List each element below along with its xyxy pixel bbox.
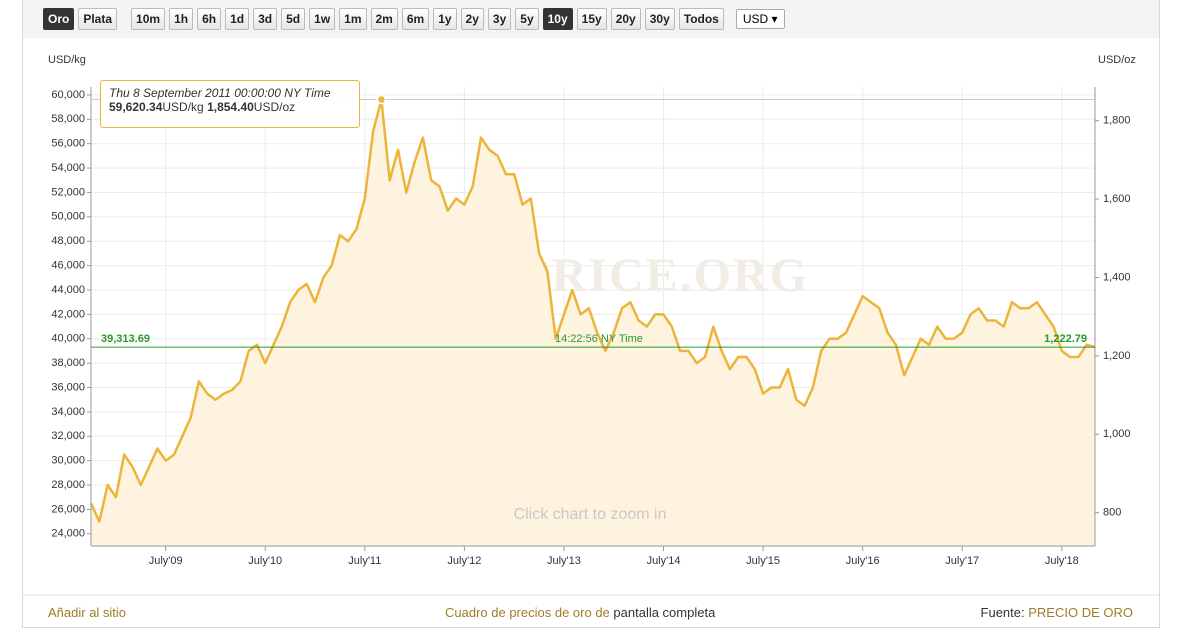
x-tick-label: July'17 xyxy=(945,555,979,567)
fullscreen-text: pantalla completa xyxy=(613,605,716,620)
y2-tick-label: 1,400 xyxy=(1103,271,1131,283)
x-tick-label: July'16 xyxy=(846,555,880,567)
tooltip-kg-unit: USD/kg xyxy=(162,100,204,114)
y-tick-label: 26,000 xyxy=(51,503,85,515)
y-tick-label: 34,000 xyxy=(51,406,85,418)
range-button[interactable]: 2m xyxy=(370,8,398,30)
y-tick-label: 40,000 xyxy=(51,333,85,345)
y-tick-label: 32,000 xyxy=(51,430,85,442)
x-tick-label: July'09 xyxy=(149,555,183,567)
range-button[interactable]: 1y xyxy=(433,8,457,30)
source-label: Fuente: xyxy=(980,605,1025,620)
y-tick-label: 50,000 xyxy=(51,211,85,223)
tooltip: Thu 8 September 2011 00:00:00 NY Time 59… xyxy=(100,80,360,128)
y-tick-label: 30,000 xyxy=(51,455,85,467)
range-button[interactable]: 1m xyxy=(339,8,367,30)
y-tick-label: 38,000 xyxy=(51,357,85,369)
current-time: 14:22:56 NY Time xyxy=(555,333,643,345)
toolbar: Oro Plata 10m 1h 6h 1d 3d 5d 1w 1m 2m 6m 1y 2y 3y 5y 10y… xyxy=(23,0,1159,38)
widget-frame xyxy=(22,0,1160,628)
chart[interactable]: USD/kg USD/oz 24,000 26,000 28,000 30,000 32… xyxy=(0,0,1192,596)
y-tick-label: 28,000 xyxy=(51,479,85,491)
y-tick-label: 56,000 xyxy=(51,138,85,150)
range-button[interactable]: 20y xyxy=(610,8,641,30)
range-button[interactable]: 10m xyxy=(131,8,166,30)
tooltip-values: 59,620.34USD/kg 1,854.40USD/oz xyxy=(109,100,351,114)
range-button[interactable]: 2y xyxy=(460,8,484,30)
source-link[interactable]: PRECIO DE ORO xyxy=(1028,605,1133,620)
y-axis-unit: USD/kg xyxy=(48,54,86,66)
range-button[interactable]: 15y xyxy=(576,8,607,30)
x-tick-label: July'13 xyxy=(547,555,581,567)
range-button[interactable]: 30y xyxy=(644,8,675,30)
range-button[interactable]: 6m xyxy=(401,8,430,30)
fullscreen: Cuadro de precios de oro de pantalla com… xyxy=(445,605,715,620)
metal-button[interactable]: Plata xyxy=(78,8,118,30)
y-tick-label: 52,000 xyxy=(51,186,85,198)
source: Fuente: PRECIO DE ORO xyxy=(981,605,1133,620)
range-button[interactable]: 6h xyxy=(197,8,222,30)
y-tick-label: 46,000 xyxy=(51,260,85,272)
line xyxy=(89,98,1096,523)
hover-point xyxy=(376,94,387,105)
x-tick-label: July'12 xyxy=(447,555,481,567)
range-button[interactable]: 5d xyxy=(281,8,306,30)
range-button[interactable]: 1w xyxy=(309,8,336,30)
y2-tick-label: 1,200 xyxy=(1103,350,1131,362)
y-tick-label: 44,000 xyxy=(51,284,85,296)
y2-axis-unit: USD/oz xyxy=(1098,54,1136,66)
x-tick-label: July'14 xyxy=(647,555,681,567)
range-button[interactable]: 10y xyxy=(542,8,573,30)
dropdown-arrow: ▾ xyxy=(768,12,778,26)
currency-value: USD xyxy=(742,12,769,26)
metal-button[interactable]: Oro xyxy=(43,8,75,30)
range-button[interactable]: 1d xyxy=(225,8,250,30)
y-tick-label: 58,000 xyxy=(51,113,85,125)
range-button[interactable]: Todos xyxy=(678,8,724,30)
x-tick-label: July'11 xyxy=(348,555,381,567)
currency-select[interactable]: USD ▾ xyxy=(735,9,785,29)
y2-tick-label: 1,000 xyxy=(1103,428,1131,440)
y-tick-label: 36,000 xyxy=(51,381,85,393)
y2-tick-label: 1,800 xyxy=(1103,115,1131,127)
y-tick-label: 24,000 xyxy=(51,528,85,540)
y-tick-label: 54,000 xyxy=(51,162,85,174)
current-price-oz: 1,222.79 xyxy=(1044,333,1087,345)
add-link[interactable]: Añadir al sitio xyxy=(48,605,127,620)
range-button[interactable]: 5y xyxy=(515,8,539,30)
y2-tick-label: 1,600 xyxy=(1103,193,1131,205)
tooltip-oz: 1,854.40 xyxy=(207,100,254,114)
x-tick-label: July'10 xyxy=(248,555,282,567)
y-tick-label: 60,000 xyxy=(51,89,85,101)
y2-tick-label: 800 xyxy=(1103,507,1121,519)
y-tick-label: 42,000 xyxy=(51,308,85,320)
tooltip-date: Thu 8 September 2011 00:00:00 NY Time xyxy=(109,86,331,100)
range-button[interactable]: 1h xyxy=(169,8,194,30)
zoom-hint: Click chart to zoom in xyxy=(514,506,667,523)
current-price-kg: 39,313.69 xyxy=(101,333,150,345)
range-button[interactable]: 3y xyxy=(487,8,512,30)
tooltip-oz-unit: USD/oz xyxy=(253,100,296,114)
x-tick-label: July'15 xyxy=(746,555,780,567)
range-button[interactable]: 3d xyxy=(253,8,278,30)
footer: Añadir al sitio Cuadro de precios de oro… xyxy=(23,596,1159,626)
fullscreen-link[interactable]: Cuadro de precios de oro de xyxy=(445,605,610,620)
tooltip-kg: 59,620.34 xyxy=(109,100,163,114)
y-tick-label: 48,000 xyxy=(51,235,85,247)
x-tick-label: July'18 xyxy=(1045,555,1079,567)
